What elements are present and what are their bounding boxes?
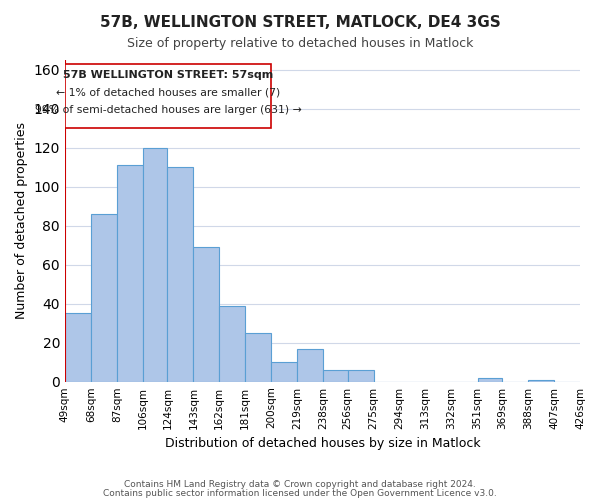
Bar [117,166,143,382]
Bar [245,333,271,382]
Bar [478,378,502,382]
Bar [348,370,374,382]
Text: Contains public sector information licensed under the Open Government Licence v3: Contains public sector information licen… [103,489,497,498]
Text: ← 1% of detached houses are smaller (7): ← 1% of detached houses are smaller (7) [56,88,280,98]
Text: 99% of semi-detached houses are larger (631) →: 99% of semi-detached houses are larger (… [35,105,301,115]
Bar [193,247,220,382]
Bar [271,362,297,382]
Bar [220,306,245,382]
Text: 57B WELLINGTON STREET: 57sqm: 57B WELLINGTON STREET: 57sqm [63,70,273,80]
Bar [528,380,554,382]
Y-axis label: Number of detached properties: Number of detached properties [15,122,28,320]
Bar [91,214,117,382]
FancyBboxPatch shape [65,64,271,128]
Bar [65,314,91,382]
Bar [167,167,193,382]
Bar [143,148,167,382]
Text: Size of property relative to detached houses in Matlock: Size of property relative to detached ho… [127,38,473,51]
Bar [323,370,348,382]
Text: Contains HM Land Registry data © Crown copyright and database right 2024.: Contains HM Land Registry data © Crown c… [124,480,476,489]
Bar [297,348,323,382]
Text: 57B, WELLINGTON STREET, MATLOCK, DE4 3GS: 57B, WELLINGTON STREET, MATLOCK, DE4 3GS [100,15,500,30]
X-axis label: Distribution of detached houses by size in Matlock: Distribution of detached houses by size … [164,437,480,450]
